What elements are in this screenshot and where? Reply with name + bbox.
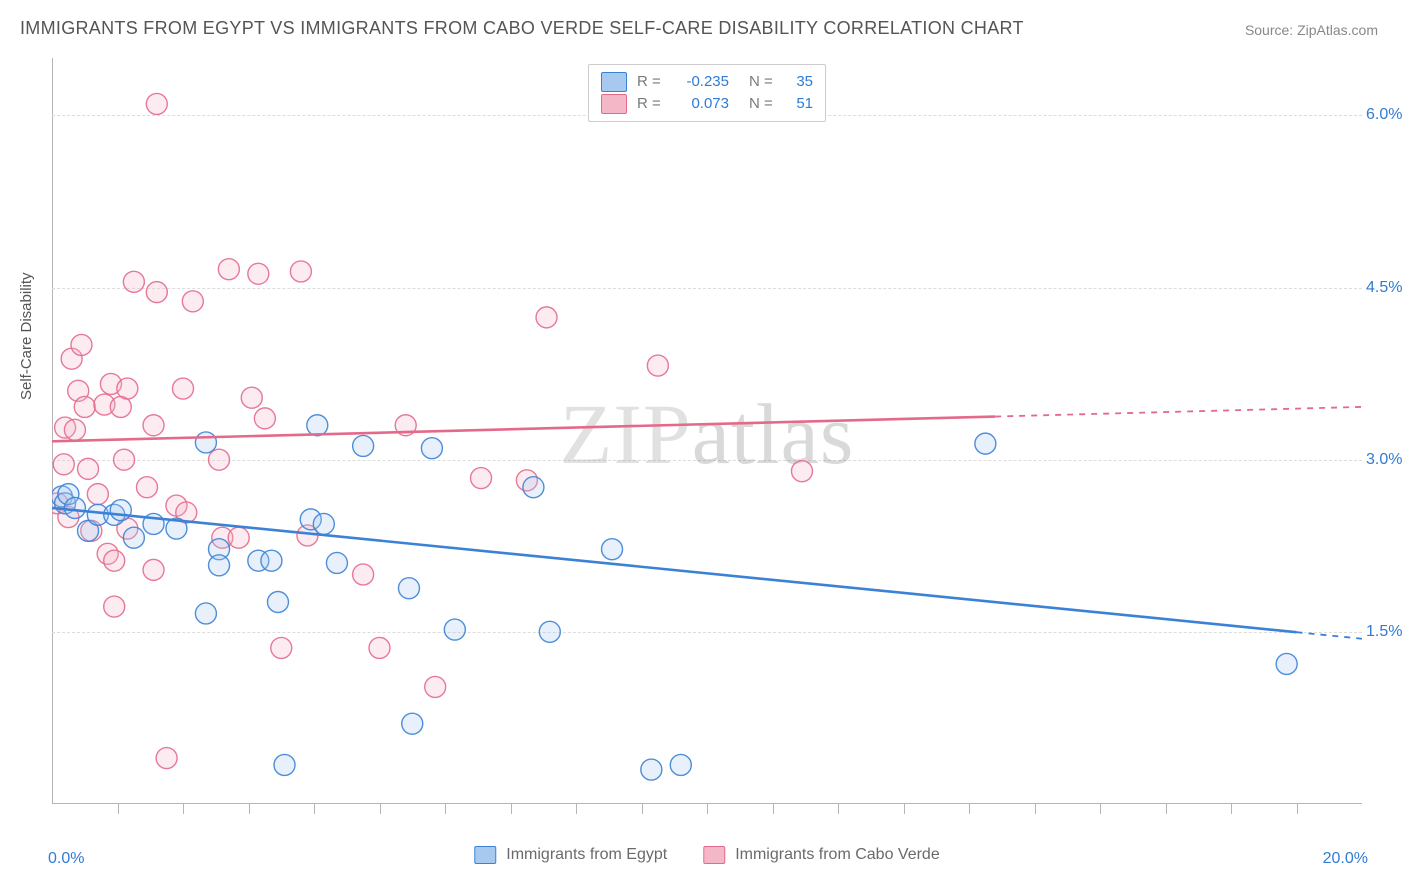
y-tick-label: 1.5% [1366,623,1406,641]
scatter-plot-svg [52,58,1362,826]
y-tick-label: 6.0% [1366,106,1406,124]
legend-item-cabo-verde: Immigrants from Cabo Verde [703,846,940,864]
y-axis-label: Self-Care Disability [18,272,35,400]
chart-area: ZIPatlas 1.5%3.0%4.5%6.0% R = -0.235 N =… [52,58,1362,826]
n-value-egypt: 35 [783,71,813,93]
chart-title: IMMIGRANTS FROM EGYPT VS IMMIGRANTS FROM… [20,18,1024,39]
legend-label-egypt: Immigrants from Egypt [506,846,667,864]
legend-swatch-cabo-verde-icon [703,846,725,864]
r-value-egypt: -0.235 [671,71,729,93]
legend-row-egypt: R = -0.235 N = 35 [601,71,813,93]
r-label: R = [637,71,661,93]
legend-row-cabo-verde: R = 0.073 N = 51 [601,93,813,115]
legend-label-cabo-verde: Immigrants from Cabo Verde [735,846,940,864]
legend-series: Immigrants from Egypt Immigrants from Ca… [474,846,939,864]
r-value-cabo-verde: 0.073 [671,93,729,115]
legend-item-egypt: Immigrants from Egypt [474,846,667,864]
y-tick-label: 3.0% [1366,451,1406,469]
y-tick-label: 4.5% [1366,279,1406,297]
x-tick-min: 0.0% [48,850,84,868]
legend-swatch-egypt [601,72,627,92]
legend-swatch-egypt-icon [474,846,496,864]
x-tick-max: 20.0% [1323,850,1368,868]
n-label: N = [749,71,773,93]
source-attribution: Source: ZipAtlas.com [1245,22,1378,38]
legend-swatch-cabo-verde [601,94,627,114]
r-label: R = [637,93,661,115]
n-label: N = [749,93,773,115]
legend-correlation: R = -0.235 N = 35 R = 0.073 N = 51 [588,64,826,122]
n-value-cabo-verde: 51 [783,93,813,115]
